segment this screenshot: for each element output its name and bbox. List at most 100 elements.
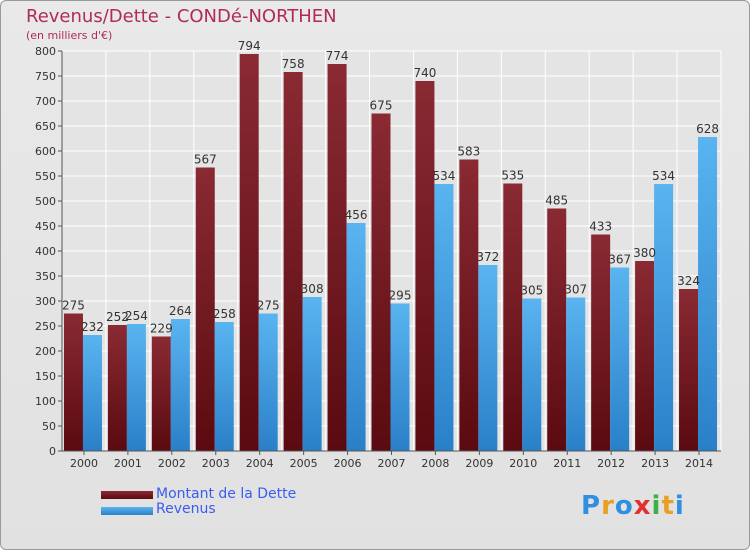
logo-letter: x [633, 491, 652, 521]
data-label-revenus: 295 [389, 289, 412, 303]
data-label-debt: 275 [62, 299, 85, 313]
x-tick-label: 2012 [597, 457, 625, 470]
data-label-revenus: 307 [564, 283, 587, 297]
bar-debt [679, 289, 699, 451]
bar-debt [371, 113, 391, 451]
data-label-revenus: 372 [476, 250, 499, 264]
bar-revenus [302, 297, 322, 451]
x-tick-label: 2007 [378, 457, 406, 470]
x-tick-label: 2003 [202, 457, 230, 470]
data-label-debt: 567 [194, 153, 217, 167]
data-label-revenus: 308 [301, 282, 324, 296]
bar-revenus [478, 265, 498, 451]
data-label-revenus: 628 [696, 122, 719, 136]
x-tick-label: 2005 [290, 457, 318, 470]
y-tick-label: 50 [42, 420, 56, 433]
y-tick-label: 600 [35, 145, 56, 158]
legend-label-revenus: Revenus [156, 501, 216, 517]
legend-swatch-debt [101, 491, 153, 499]
data-label-revenus: 254 [125, 309, 148, 323]
bar-revenus [82, 335, 102, 451]
bar-debt [283, 72, 303, 451]
bar-revenus [698, 137, 718, 451]
data-label-revenus: 534 [652, 169, 675, 183]
legend-label-debt: Montant de la Dette [156, 486, 297, 502]
bar-revenus [214, 322, 234, 451]
bar-debt [63, 313, 83, 451]
bar-revenus [434, 184, 454, 451]
data-label-revenus: 264 [169, 304, 192, 318]
x-tick-label: 2009 [465, 457, 493, 470]
data-label-debt: 740 [413, 66, 436, 80]
bar-debt [591, 234, 611, 451]
bar-revenus [654, 184, 674, 451]
bar-debt [151, 336, 171, 451]
bar-debt [459, 159, 479, 451]
y-tick-label: 400 [35, 245, 56, 258]
y-tick-label: 200 [35, 345, 56, 358]
data-label-debt: 229 [150, 322, 173, 336]
logo-letter: P [581, 491, 602, 521]
x-tick-label: 2000 [70, 457, 98, 470]
x-tick-label: 2013 [641, 457, 669, 470]
data-label-debt: 675 [370, 99, 393, 113]
y-tick-label: 500 [35, 195, 56, 208]
bar-debt [547, 208, 567, 451]
y-tick-label: 550 [35, 170, 56, 183]
y-tick-label: 350 [35, 270, 56, 283]
data-label-debt: 794 [238, 39, 261, 53]
data-label-debt: 433 [589, 220, 612, 234]
y-tick-label: 300 [35, 295, 56, 308]
chart-subtitle: (en milliers d'€) [26, 29, 113, 42]
bar-debt [239, 54, 259, 451]
x-tick-label: 2002 [158, 457, 186, 470]
data-label-debt: 380 [633, 246, 656, 260]
bar-debt [635, 261, 655, 451]
chart-title: Revenus/Dette - CONDé-NORTHEN [26, 6, 337, 27]
bar-debt [503, 183, 523, 451]
bar-debt [107, 325, 127, 451]
data-label-revenus: 258 [213, 307, 236, 321]
bar-revenus [346, 223, 366, 451]
y-tick-label: 700 [35, 95, 56, 108]
data-label-debt: 535 [501, 169, 524, 183]
x-tick-label: 2008 [421, 457, 449, 470]
data-label-revenus: 367 [608, 253, 631, 267]
proxiti-logo: Proxiti [581, 491, 685, 521]
x-tick-label: 2011 [553, 457, 581, 470]
legend-swatch-revenus [101, 507, 153, 515]
y-tick-label: 450 [35, 220, 56, 233]
logo-letter: i [651, 491, 662, 521]
data-label-debt: 252 [106, 310, 129, 324]
logo-letter: r [601, 491, 615, 521]
x-tick-label: 2006 [334, 457, 362, 470]
y-tick-label: 800 [35, 45, 56, 58]
data-label-revenus: 232 [81, 320, 104, 334]
data-label-debt: 583 [457, 145, 480, 159]
data-label-revenus: 275 [257, 299, 280, 313]
y-tick-label: 100 [35, 395, 56, 408]
y-tick-label: 250 [35, 320, 56, 333]
bar-debt [415, 81, 435, 451]
x-tick-label: 2004 [246, 457, 274, 470]
x-tick-label: 2014 [685, 457, 713, 470]
bar-revenus [126, 324, 146, 451]
y-tick-label: 150 [35, 370, 56, 383]
y-tick-label: 0 [49, 445, 56, 458]
bar-debt [327, 64, 347, 451]
bar-revenus [170, 319, 190, 451]
logo-letter: i [674, 491, 685, 521]
data-label-debt: 485 [545, 194, 568, 208]
bar-revenus [390, 303, 410, 451]
data-label-revenus: 305 [520, 284, 543, 298]
y-tick-label: 650 [35, 120, 56, 133]
bar-revenus [610, 267, 630, 451]
logo-letter: t [661, 491, 675, 521]
x-tick-label: 2010 [509, 457, 537, 470]
data-label-revenus: 534 [432, 169, 455, 183]
bar-revenus [566, 297, 586, 451]
data-label-debt: 324 [677, 274, 700, 288]
data-label-debt: 758 [282, 57, 305, 71]
